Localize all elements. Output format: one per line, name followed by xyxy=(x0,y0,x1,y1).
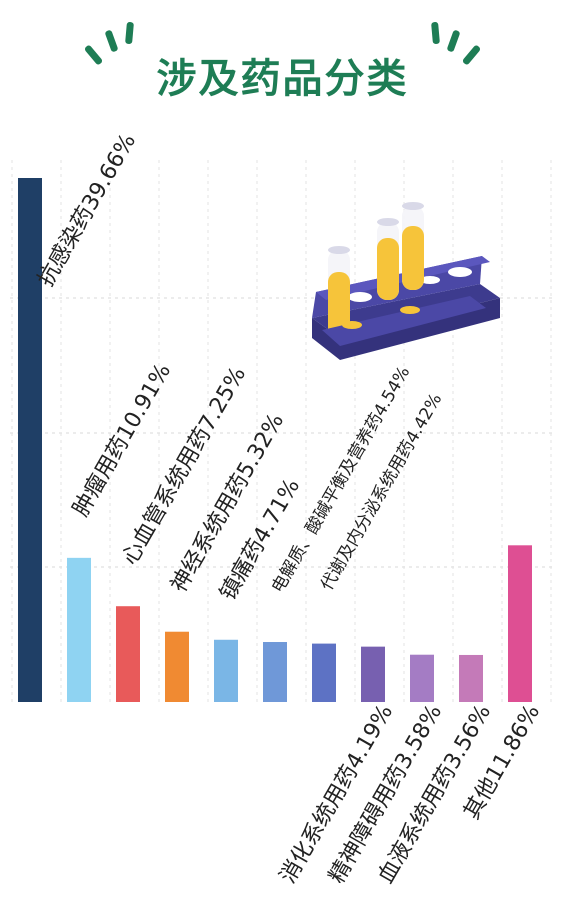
bar xyxy=(263,642,287,702)
bar xyxy=(67,557,91,702)
bar xyxy=(18,178,42,702)
bars xyxy=(18,178,532,702)
bar xyxy=(214,639,238,702)
bar-label: 抗感染药39.66% xyxy=(34,130,142,291)
bar xyxy=(116,606,140,702)
page-title: 涉及药品分类 xyxy=(156,56,409,102)
bar xyxy=(459,654,483,702)
bar xyxy=(410,654,434,702)
bar xyxy=(508,545,532,702)
test-tube-rack-illustration xyxy=(312,202,500,360)
bar-labels: 抗感染药39.66%肿瘤用药10.91%心血管系统用药7.25%神经系统用药5.… xyxy=(34,130,546,888)
bar xyxy=(312,643,336,702)
bar xyxy=(165,631,189,702)
bar xyxy=(361,646,385,702)
